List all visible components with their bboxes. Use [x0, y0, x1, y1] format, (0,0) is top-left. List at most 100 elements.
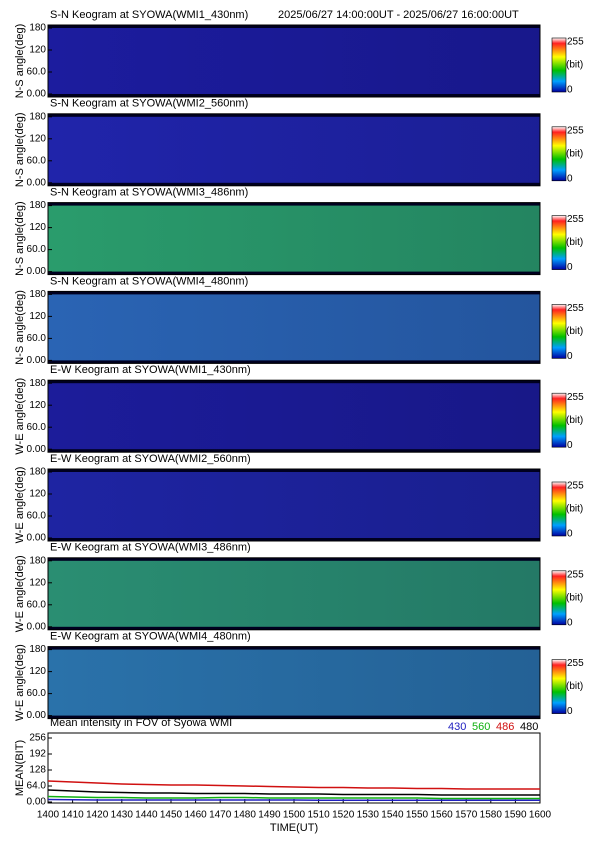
colorbar	[551, 304, 567, 359]
keogram	[48, 383, 540, 450]
series-line	[47, 780, 540, 790]
colorbar	[551, 481, 567, 537]
y-tick-label: 120	[29, 133, 46, 144]
x-tick-label: 1450	[160, 810, 183, 821]
legend-entry: 560	[472, 721, 490, 733]
keogram-frame	[47, 468, 541, 542]
panel-title: E-W Keogram at SYOWA(WMI4_480nm)	[50, 631, 251, 643]
panel-title: S-N Keogram at SYOWA(WMI4_480nm)	[50, 275, 248, 287]
y-tick-label: 60.0	[27, 422, 47, 433]
chart-title: Mean intensity in FOV of Syowa WMI	[50, 717, 232, 729]
y-tick-label: 180	[29, 111, 46, 122]
y-tick-label: 0.00	[27, 533, 47, 544]
x-axis-label: TIME(UT)	[270, 822, 318, 834]
colorbar-unit: (bit)	[566, 60, 583, 71]
colorbar-min: 0	[567, 173, 573, 184]
colorbar	[551, 37, 567, 93]
y-axis-label: W-E angle(deg)	[14, 378, 26, 455]
y-axis-label: W-E angle(deg)	[14, 555, 26, 632]
panel-title: S-N Keogram at SYOWA(WMI2_560nm)	[50, 98, 248, 110]
y-tick-label: 0.00	[27, 266, 47, 277]
y-tick-label: 180	[29, 555, 46, 566]
x-tick-label: 1410	[61, 810, 84, 821]
x-tick-label: 1470	[209, 810, 232, 821]
x-tick-label: 1420	[86, 810, 109, 821]
y-tick-label: 180	[29, 378, 46, 389]
keogram	[48, 28, 540, 94]
y-tick-label: 192	[29, 749, 46, 760]
x-tick-label: 1510	[307, 810, 330, 821]
x-tick-label: 1430	[111, 810, 134, 821]
keogram-frame	[47, 646, 541, 720]
x-tick-label: 1480	[234, 810, 257, 821]
legend-entry: 486	[496, 721, 514, 733]
colorbar-max: 255	[567, 214, 584, 225]
x-tick-label: 1460	[184, 810, 207, 821]
y-axis-label: N-S angle(deg)	[14, 290, 26, 365]
x-tick-label: 1520	[332, 810, 355, 821]
y-axis-label: W-E angle(deg)	[14, 644, 26, 721]
colorbar-unit: (bit)	[566, 592, 583, 603]
y-tick-label: 0.00	[27, 355, 47, 366]
colorbar-max: 255	[567, 303, 584, 314]
colorbar-max: 255	[567, 481, 584, 492]
y-tick-label: 120	[29, 489, 46, 500]
y-tick-label: 120	[29, 311, 46, 322]
panel-title: S-N Keogram at SYOWA(WMI1_430nm)	[50, 9, 248, 21]
y-tick-label: 128	[29, 765, 46, 776]
keogram	[48, 560, 540, 627]
colorbar	[551, 570, 567, 626]
x-tick-label: 1540	[381, 810, 404, 821]
colorbar-unit: (bit)	[566, 504, 583, 515]
keogram-frame	[47, 24, 541, 98]
x-tick-label: 1550	[406, 810, 429, 821]
y-tick-label: 0.00	[27, 177, 47, 188]
colorbar-min: 0	[567, 85, 573, 96]
colorbar-unit: (bit)	[566, 148, 583, 159]
y-tick-label: 60.0	[27, 511, 47, 522]
y-tick-label: 0.00	[27, 797, 47, 808]
series-line	[47, 798, 540, 801]
colorbar-min: 0	[567, 440, 573, 451]
keogram-frame	[47, 113, 541, 187]
colorbar-unit: (bit)	[566, 415, 583, 426]
x-tick-label: 1500	[283, 810, 306, 821]
y-tick-label: 0.00	[27, 444, 47, 455]
y-tick-label: 180	[29, 644, 46, 655]
keogram-frame	[47, 202, 541, 276]
keogram-frame	[47, 557, 541, 631]
colorbar-max: 255	[567, 658, 584, 669]
y-tick-label: 120	[29, 45, 46, 56]
keogram	[48, 116, 540, 183]
colorbar-unit: (bit)	[566, 237, 583, 248]
colorbar-min: 0	[567, 529, 573, 540]
series-line	[47, 789, 540, 796]
y-tick-label: 180	[29, 289, 46, 300]
y-tick-label: 180	[29, 23, 46, 34]
keogram	[48, 294, 540, 361]
panel-title: S-N Keogram at SYOWA(WMI3_486nm)	[50, 187, 248, 199]
y-tick-label: 120	[29, 577, 46, 588]
x-tick-label: 1560	[430, 810, 453, 821]
colorbar-min: 0	[567, 262, 573, 273]
y-axis-label: N-S angle(deg)	[14, 113, 26, 188]
series-line	[47, 795, 540, 800]
colorbar-unit: (bit)	[566, 326, 583, 337]
keogram	[48, 205, 540, 272]
x-tick-label: 1580	[480, 810, 503, 821]
y-axis-label: MEAN(BIT)	[14, 740, 26, 796]
time-range: 2025/06/27 14:00:00UT - 2025/06/27 16:00…	[278, 9, 519, 21]
colorbar-max: 255	[567, 37, 584, 48]
y-tick-label: 60.0	[27, 688, 47, 699]
colorbar	[551, 659, 567, 714]
y-tick-label: 0.00	[27, 710, 47, 721]
x-tick-label: 1400	[37, 810, 60, 821]
legend-entry: 480	[520, 721, 538, 733]
x-tick-label: 1530	[357, 810, 380, 821]
panel-title: E-W Keogram at SYOWA(WMI2_560nm)	[50, 453, 251, 465]
keogram	[48, 649, 540, 716]
keogram-frame	[47, 290, 541, 364]
y-tick-label: 120	[29, 222, 46, 233]
x-tick-label: 1440	[135, 810, 158, 821]
